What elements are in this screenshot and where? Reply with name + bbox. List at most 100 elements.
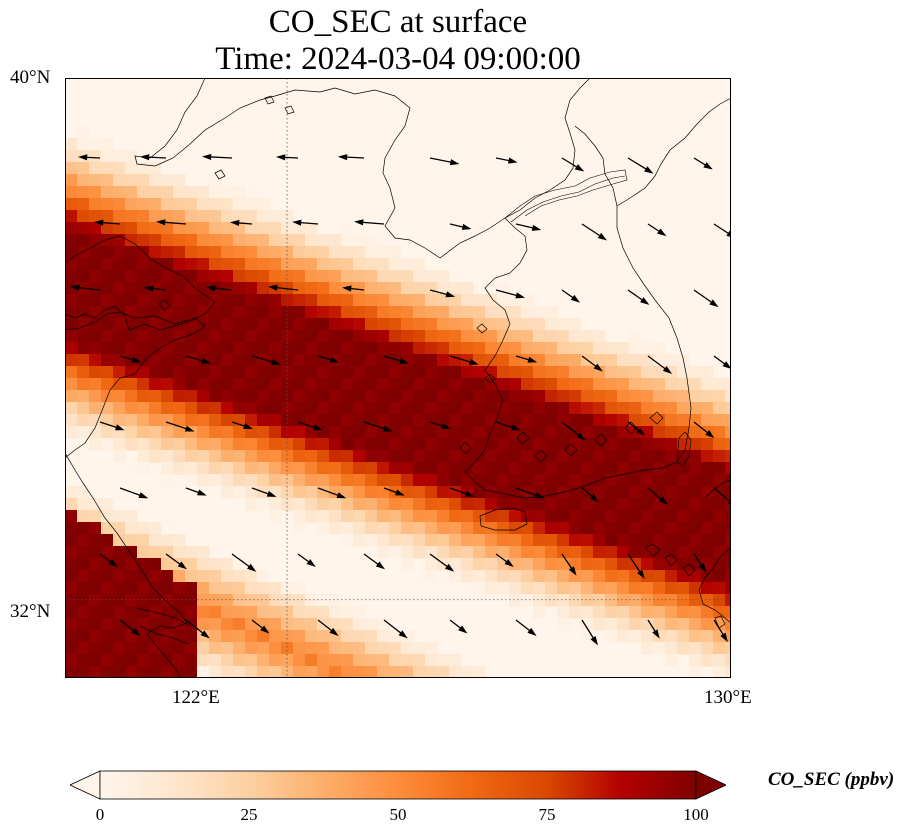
field-cell (137, 282, 150, 295)
field-cell (233, 294, 246, 307)
field-cell (617, 594, 630, 607)
field-cell (545, 342, 558, 355)
field-cell (665, 414, 678, 427)
field-cell (137, 258, 150, 271)
field-cell (329, 522, 342, 535)
field-cell (557, 438, 570, 451)
field-cell (713, 606, 726, 619)
field-cell (569, 534, 582, 547)
field-cell (641, 474, 654, 487)
field-cell (137, 186, 150, 199)
field-cell (113, 450, 126, 463)
field-cell (725, 630, 731, 643)
field-cell (617, 510, 630, 523)
field-cell (101, 330, 114, 343)
field-cell (197, 654, 210, 667)
map-title: CO_SEC at surface (268, 4, 528, 40)
field-cell (269, 654, 282, 667)
field-cell (317, 498, 330, 511)
field-cell (713, 558, 726, 571)
field-cell (521, 414, 534, 427)
field-cell (221, 558, 234, 571)
field-cell (293, 390, 306, 403)
field-cell (401, 510, 414, 523)
field-cell (269, 666, 282, 678)
field-cell (377, 306, 390, 319)
field-cell (77, 234, 90, 247)
field-cell (293, 222, 306, 235)
field-cell (221, 198, 234, 211)
field-cell (269, 270, 282, 283)
field-cell (353, 294, 366, 307)
field-cell (509, 546, 522, 559)
field-cell (341, 426, 354, 439)
field-cell (209, 342, 222, 355)
field-cell (221, 438, 234, 451)
field-cell (113, 390, 126, 403)
field-cell (389, 342, 402, 355)
field-cell (377, 642, 390, 655)
field-cell (89, 162, 102, 175)
field-cell (257, 582, 270, 595)
field-cell (245, 354, 258, 367)
field-cell (293, 378, 306, 391)
field-cell (701, 546, 714, 559)
co-sec-field (65, 126, 731, 678)
field-cell (77, 342, 90, 355)
field-cell (713, 414, 726, 427)
field-cell (173, 654, 186, 667)
field-cell (173, 390, 186, 403)
field-cell (233, 402, 246, 415)
coastline-tsushima (676, 431, 692, 467)
field-cell (581, 414, 594, 427)
field-cell (257, 366, 270, 379)
field-cell (137, 522, 150, 535)
field-cell (689, 606, 702, 619)
field-cell (485, 282, 498, 295)
field-cell (197, 390, 210, 403)
field-cell (461, 414, 474, 427)
field-cell (461, 534, 474, 547)
field-cell (173, 342, 186, 355)
field-cell (161, 474, 174, 487)
field-cell (101, 198, 114, 211)
field-cell (677, 522, 690, 535)
field-cell (257, 414, 270, 427)
field-cell (353, 618, 366, 631)
field-cell (221, 330, 234, 343)
field-cell (113, 222, 126, 235)
field-cell (437, 354, 450, 367)
field-cell (401, 474, 414, 487)
field-cell (305, 342, 318, 355)
field-cell (701, 462, 714, 475)
field-cell (401, 390, 414, 403)
field-cell (77, 210, 90, 223)
field-cell (305, 354, 318, 367)
field-cell (557, 378, 570, 391)
coastline-north-korea-west (464, 125, 692, 499)
field-cell (377, 390, 390, 403)
field-cell (473, 666, 486, 678)
field-cell (425, 402, 438, 415)
field-cell (437, 486, 450, 499)
field-cell (113, 378, 126, 391)
field-cell (317, 282, 330, 295)
field-cell (473, 330, 486, 343)
field-cell (173, 294, 186, 307)
field-cell (173, 186, 186, 199)
field-cell (617, 558, 630, 571)
field-cell (365, 330, 378, 343)
field-cell (245, 210, 258, 223)
field-cell (185, 666, 198, 678)
field-cell (569, 342, 582, 355)
field-cell (113, 582, 126, 595)
field-cell (65, 342, 78, 355)
field-cell (713, 462, 726, 475)
field-cell (605, 570, 618, 583)
field-cell (473, 426, 486, 439)
field-cell (245, 258, 258, 271)
field-cell (281, 654, 294, 667)
field-cell (497, 378, 510, 391)
wind-arrow-head (201, 153, 212, 161)
field-cell (653, 414, 666, 427)
